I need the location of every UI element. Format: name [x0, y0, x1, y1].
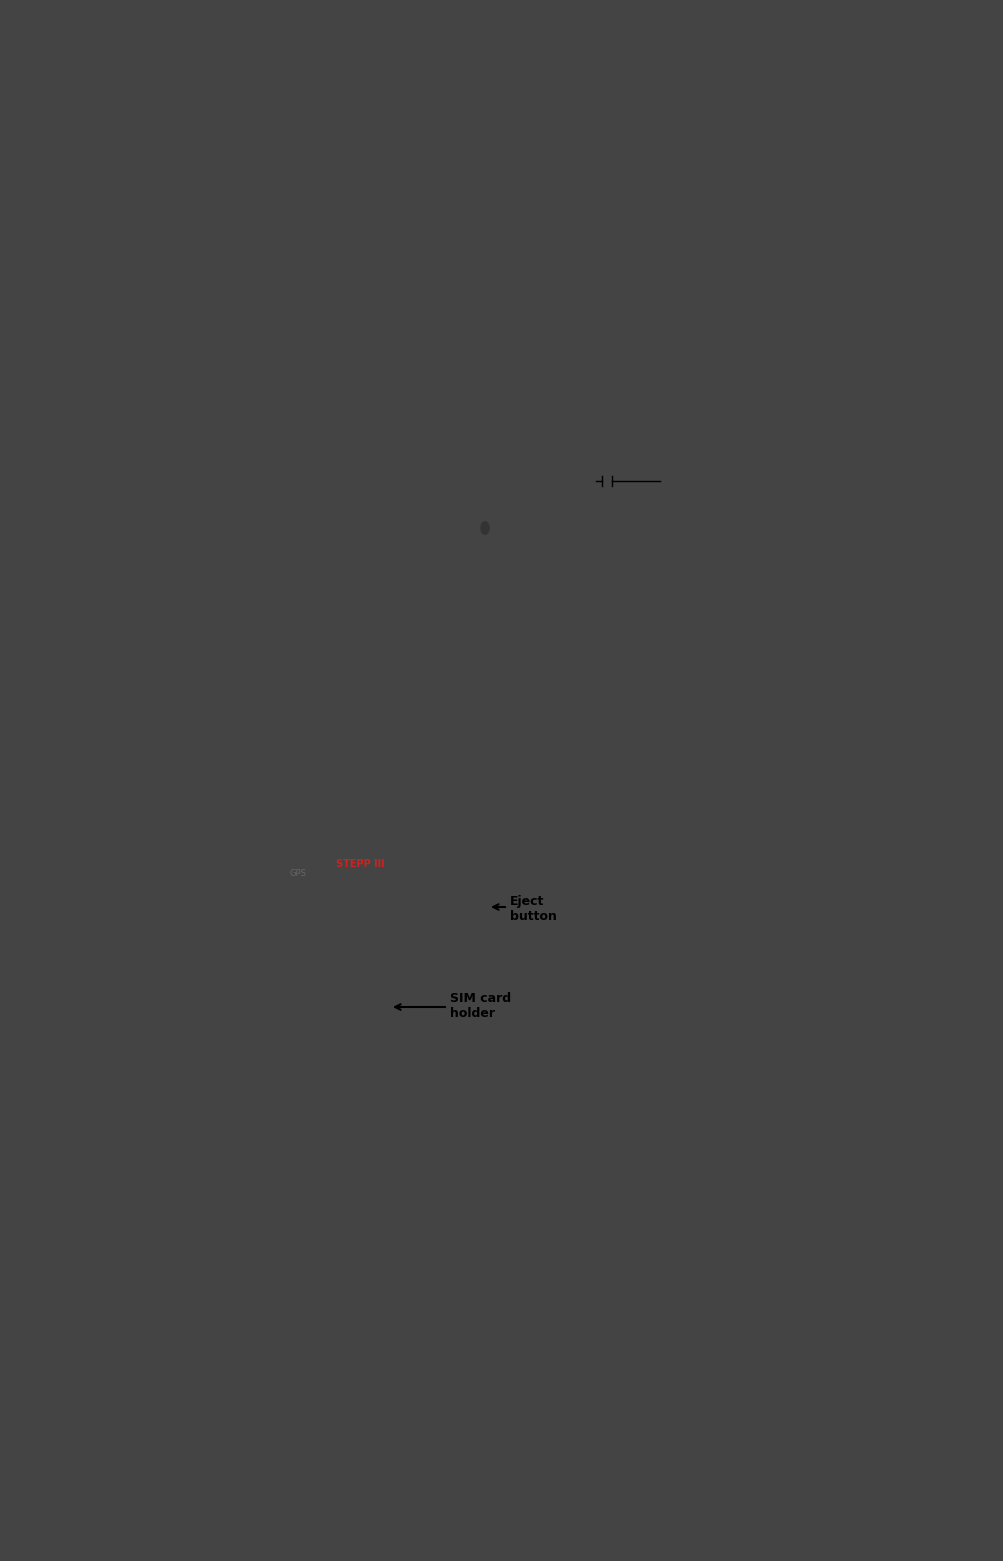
Bar: [175, 393, 404, 656]
Text: The figure below shows the SIM card reader interface of the STEPPIII.: The figure below shows the SIM card read…: [52, 777, 604, 790]
Text: IGN  pins  of  terminals  (Pin  13).  Thus,  it  is  possible  to  send  an  ala: IGN pins of terminals (Pin 13). Thus, it…: [52, 167, 787, 180]
Text: holder: holder: [449, 1007, 494, 1019]
Text: vehicle ignition line (starter lock clamp 15) can be connected to one of the: vehicle ignition line (starter lock clam…: [52, 147, 659, 159]
Text: -16: -16: [169, 574, 182, 584]
Text: IGN: IGN: [319, 448, 341, 457]
Text: Batt(-): Batt(-): [510, 618, 541, 628]
Text: 15: 15: [172, 613, 182, 621]
Text: AMP connector: AMP connector: [355, 417, 437, 428]
Text: button: button: [510, 910, 557, 923]
Text: FALCOM: FALCOM: [52, 1528, 121, 1542]
Text: Figure 10:: Figure 10:: [225, 681, 297, 695]
Bar: [558, 565, 610, 634]
Text: clamp motor vehicle: clamp motor vehicle: [563, 556, 572, 634]
Text: STEPP III: STEPP III: [335, 859, 384, 869]
Bar: [449, 521, 484, 535]
Text: View of the SIM card interface: View of the SIM card interface: [295, 1110, 483, 1122]
Text: User circuit application: User circuit application: [462, 648, 607, 659]
Text: Eject: Eject: [510, 894, 544, 909]
Text: Page 27: Page 27: [891, 1528, 959, 1542]
Text: 1: 1: [214, 429, 220, 439]
Text: Figure 11:: Figure 11:: [225, 1110, 297, 1122]
Text: internal connection: internal connection: [196, 557, 205, 632]
Bar: [224, 428, 246, 548]
Text: Note that, the  IGN pins   on the  STEPPIII   are not assumed to switch on the: Note that, the IGN pins on the STEPPIII …: [52, 303, 675, 317]
Text: 6.1.2.4  Ignition (pin 13): 6.1.2.4 Ignition (pin 13): [80, 55, 289, 70]
Text: configured for this purpose. Both pins 13 on the Molex connector and AMP: configured for this purpose. Both pins 1…: [52, 208, 627, 220]
Text: starting the car engine), prerequisite, the input IGN of the STEPPIII should be: starting the car engine), prerequisite, …: [52, 187, 683, 200]
Text: 10.1.1.: 10.1.1.: [110, 268, 165, 283]
Text: example, the vehicle Ignition key.: example, the vehicle Ignition key.: [52, 345, 324, 357]
Text: DC: DC: [592, 592, 607, 601]
Text: GND: GND: [294, 613, 322, 623]
Text: DRAFT: DRAFT: [215, 426, 548, 760]
Circle shape: [351, 974, 365, 996]
Text: 6.2   Interface B (SIM card interface Molex-91228-0002): 6.2 Interface B (SIM card interface Mole…: [52, 727, 664, 746]
Text: one  on  the  AMP  connector  (pin  13).  Their  functionality  is  the  same.  : one on the AMP connector (pin 13). Their…: [52, 125, 715, 139]
Text: 30: 30: [518, 581, 530, 592]
Bar: [168, 382, 787, 663]
Text: 15: 15: [508, 482, 520, 493]
Bar: [175, 815, 782, 1083]
Text: 2 A (fuse): 2 A (fuse): [457, 521, 505, 531]
Text: STEPPIII terminal, they are only input pins, which can be used to control, for: STEPPIII terminal, they are only input p…: [52, 325, 675, 337]
Text: connector  are  internally  connected  with  each  other,  so  they  can  be: connector are internally connected with …: [52, 228, 659, 240]
Text: VC+: VC+: [295, 571, 321, 581]
Bar: [411, 393, 779, 656]
Text: Ignition connection example: Ignition connection example: [295, 681, 472, 695]
Text: (car key: (car key: [612, 471, 648, 479]
Text: STEPPIII provides two Ignition pins, one on the Molex connector (pin 13) and: STEPPIII provides two Ignition pins, one…: [52, 105, 659, 119]
Text: Falcom STEPP III: Falcom STEPP III: [240, 395, 343, 404]
Bar: [185, 564, 213, 628]
Text: contact): contact): [612, 482, 649, 492]
Text: This confidential document is a property of FALCOM and may not be copied or circ: This confidential document is a property…: [173, 1505, 830, 1516]
Text: chapter: chapter: [52, 268, 116, 283]
Text: 31: 31: [518, 607, 530, 617]
Text: IGN: IGN: [299, 518, 321, 528]
Circle shape: [228, 974, 268, 1037]
Text: 10.8 .. 32 V: 10.8 .. 32 V: [578, 579, 640, 588]
Bar: [168, 807, 789, 1093]
Text: Version 1.0.0: Version 1.0.0: [862, 14, 959, 27]
Text: 15: 15: [208, 543, 220, 553]
Text: STEPPIII  Hardware description: STEPPIII Hardware description: [52, 14, 277, 27]
Circle shape: [480, 521, 488, 534]
Text: MOLEX connector: MOLEX connector: [213, 648, 323, 659]
Text: alternatively  used.  For  more  information  see  the  corresponding  figure  i: alternatively used. For more information…: [52, 248, 699, 262]
Text: SIM card: SIM card: [449, 991, 511, 1005]
Text: Batt(+): Batt(+): [510, 570, 546, 579]
Text: GPS: GPS: [290, 869, 307, 877]
